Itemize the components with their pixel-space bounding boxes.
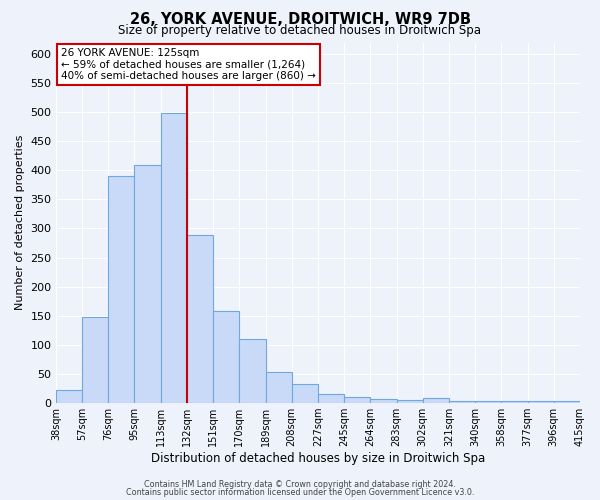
Text: Contains HM Land Registry data © Crown copyright and database right 2024.: Contains HM Land Registry data © Crown c… [144, 480, 456, 489]
Bar [82, 317, 108, 403]
Bar [161, 114, 187, 403]
Y-axis label: Number of detached properties: Number of detached properties [15, 135, 25, 310]
Bar [344, 397, 370, 403]
Bar [423, 398, 449, 403]
Bar [187, 236, 213, 403]
Bar [527, 401, 554, 403]
Bar [318, 394, 344, 403]
Bar [292, 384, 318, 403]
Bar [56, 390, 82, 403]
Bar [266, 372, 292, 403]
Text: Size of property relative to detached houses in Droitwich Spa: Size of property relative to detached ho… [119, 24, 482, 37]
Bar [449, 401, 475, 403]
Bar [108, 176, 134, 403]
Bar [554, 401, 580, 403]
X-axis label: Distribution of detached houses by size in Droitwich Spa: Distribution of detached houses by size … [151, 452, 485, 465]
Bar [213, 311, 239, 403]
Bar [502, 401, 527, 403]
Text: Contains public sector information licensed under the Open Government Licence v3: Contains public sector information licen… [126, 488, 474, 497]
Bar [134, 164, 161, 403]
Bar [475, 401, 502, 403]
Text: 26, YORK AVENUE, DROITWICH, WR9 7DB: 26, YORK AVENUE, DROITWICH, WR9 7DB [130, 12, 470, 28]
Bar [239, 339, 266, 403]
Bar [370, 398, 397, 403]
Text: 26 YORK AVENUE: 125sqm
← 59% of detached houses are smaller (1,264)
40% of semi-: 26 YORK AVENUE: 125sqm ← 59% of detached… [61, 48, 316, 81]
Bar [397, 400, 423, 403]
